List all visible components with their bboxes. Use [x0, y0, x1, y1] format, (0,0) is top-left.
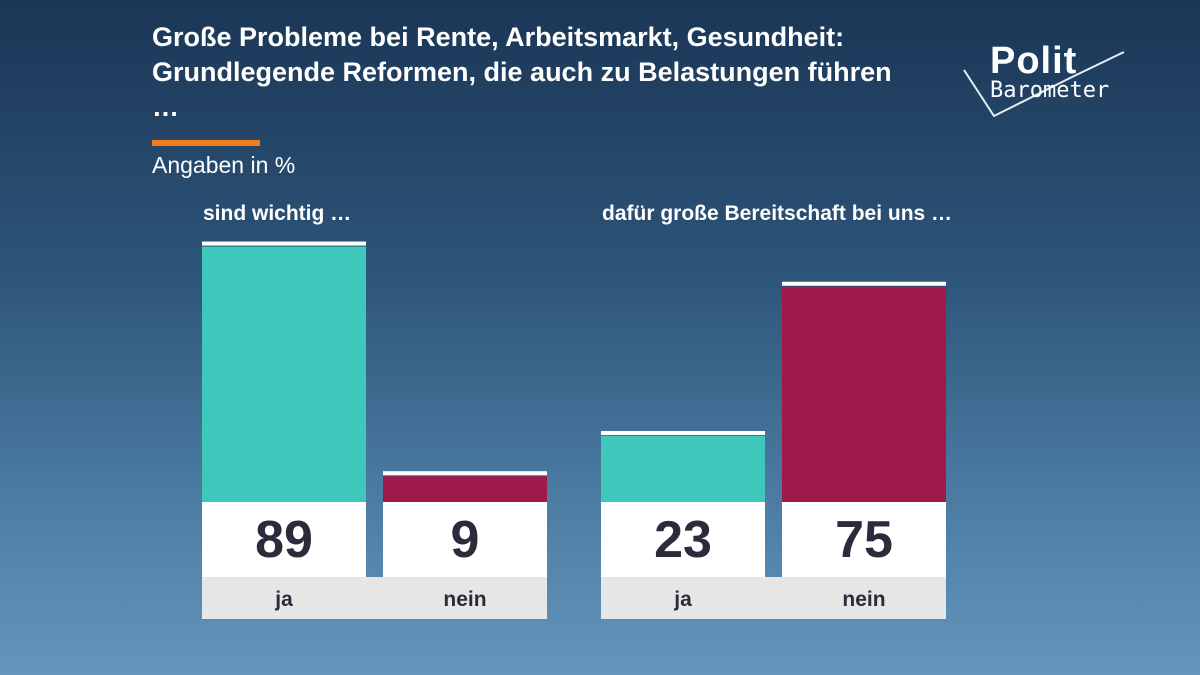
- value-box: [202, 502, 366, 577]
- group-label-wichtig: sind wichtig …: [203, 202, 352, 225]
- category-label-nein: nein: [443, 588, 486, 611]
- value-label: 75: [835, 511, 893, 569]
- category-label-strip: [202, 577, 547, 619]
- category-label-strip: [601, 577, 946, 619]
- unit-note: Angaben in %: [152, 152, 296, 178]
- value-label: 9: [451, 511, 480, 569]
- bar-top-line: [383, 471, 547, 476]
- category-label-ja: ja: [673, 588, 692, 611]
- bar-nein: [383, 476, 547, 502]
- value-label: 23: [654, 511, 712, 569]
- bar-ja: [601, 435, 765, 502]
- group-label-bereitschaft: dafür große Bereitschaft bei uns …: [602, 202, 953, 225]
- accent-line: [152, 140, 260, 146]
- bar-top-line: [601, 430, 765, 435]
- bar-nein: [782, 286, 946, 502]
- bar-top-line: [782, 281, 946, 286]
- category-label-nein: nein: [842, 588, 885, 611]
- value-box: [601, 502, 765, 577]
- checkmark-icon: [963, 51, 1125, 118]
- chart-title: Große Probleme bei Rente, Arbeitsmarkt, …: [152, 22, 892, 122]
- logo-text-polit: Polit: [990, 40, 1078, 82]
- logo-text-barometer: Barometer: [990, 78, 1110, 103]
- category-label-ja: ja: [274, 588, 293, 611]
- politbarometer-logo: Polit Barometer: [960, 40, 1130, 122]
- value-box: [383, 502, 547, 577]
- value-label: 89: [255, 511, 313, 569]
- bar-ja: [202, 246, 366, 502]
- value-box: [782, 502, 946, 577]
- bar-top-line: [202, 241, 366, 246]
